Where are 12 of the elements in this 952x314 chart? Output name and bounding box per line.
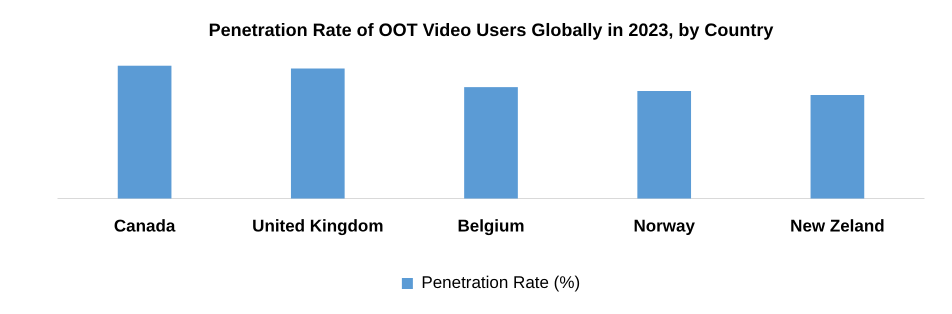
x-tick-label: New Zeland: [790, 216, 885, 236]
bar: [118, 66, 172, 199]
x-tick-label: Norway: [633, 216, 696, 236]
bar: [637, 91, 692, 199]
chart-title: Penetration Rate of OOT Video Users Globally in 2023, by Country: [208, 20, 774, 40]
bar: [464, 87, 518, 199]
legend-label: Penetration Rate (%): [421, 273, 580, 292]
bar: [290, 68, 345, 199]
bar: [810, 94, 864, 199]
x-tick-label: United Kingdom: [252, 216, 384, 236]
x-tick-label: Canada: [114, 216, 176, 236]
x-tick-label: Belgium: [457, 216, 525, 236]
